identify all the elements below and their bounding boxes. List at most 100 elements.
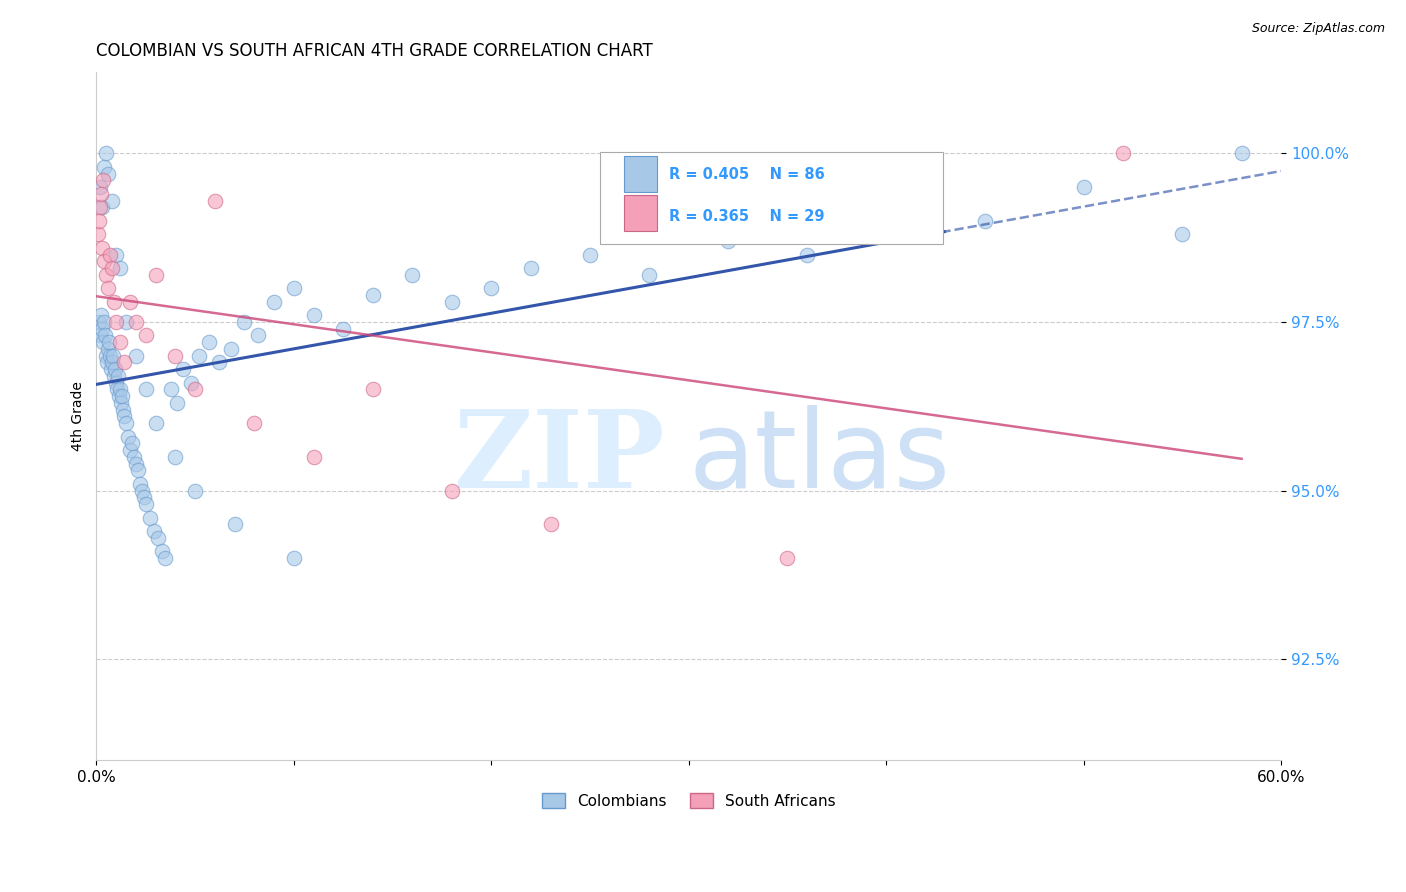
- Point: [125, 349, 148, 363]
- Point: [112, 409, 135, 424]
- Point: [440, 483, 463, 498]
- Point: [361, 288, 384, 302]
- Point: [184, 383, 207, 397]
- Point: [247, 328, 270, 343]
- Point: [89, 200, 111, 214]
- Text: atlas: atlas: [689, 405, 950, 511]
- Point: [579, 247, 602, 261]
- Point: [150, 544, 173, 558]
- Point: [96, 146, 118, 161]
- Point: [263, 294, 285, 309]
- Point: [103, 368, 125, 383]
- Point: [135, 497, 157, 511]
- Point: [180, 376, 202, 390]
- Point: [93, 254, 115, 268]
- Point: [93, 315, 115, 329]
- Point: [125, 315, 148, 329]
- Point: [440, 294, 463, 309]
- Point: [91, 241, 114, 255]
- Point: [108, 383, 131, 397]
- Point: [111, 389, 134, 403]
- Point: [243, 416, 266, 430]
- Point: [98, 247, 121, 261]
- Point: [166, 396, 188, 410]
- Point: [101, 194, 124, 208]
- Legend: Colombians, South Africans: Colombians, South Africans: [536, 787, 842, 814]
- Point: [125, 457, 148, 471]
- Point: [127, 463, 149, 477]
- Point: [208, 355, 231, 369]
- Point: [302, 450, 325, 464]
- Point: [138, 510, 160, 524]
- Point: [145, 268, 167, 282]
- Point: [796, 247, 818, 261]
- Point: [638, 268, 661, 282]
- Point: [93, 160, 115, 174]
- Point: [89, 180, 111, 194]
- Point: [91, 322, 114, 336]
- Point: [155, 551, 177, 566]
- Point: [519, 260, 541, 275]
- FancyBboxPatch shape: [624, 156, 657, 192]
- Point: [110, 396, 132, 410]
- Point: [108, 335, 131, 350]
- Point: [108, 260, 131, 275]
- Point: [118, 443, 141, 458]
- Point: [100, 362, 122, 376]
- Point: [131, 483, 153, 498]
- Point: [142, 524, 165, 538]
- Point: [165, 349, 187, 363]
- Point: [101, 260, 124, 275]
- Point: [98, 335, 121, 350]
- Point: [172, 362, 194, 376]
- Point: [135, 383, 157, 397]
- Point: [96, 355, 118, 369]
- Point: [974, 214, 997, 228]
- Point: [401, 268, 423, 282]
- Point: [115, 315, 138, 329]
- Point: [165, 450, 187, 464]
- Point: [1171, 227, 1194, 242]
- Point: [118, 294, 141, 309]
- Point: [204, 194, 226, 208]
- Point: [135, 328, 157, 343]
- Point: [1230, 146, 1253, 161]
- Point: [104, 362, 127, 376]
- FancyBboxPatch shape: [624, 195, 657, 231]
- Point: [96, 268, 118, 282]
- Point: [105, 315, 128, 329]
- Point: [479, 281, 502, 295]
- Point: [184, 483, 207, 498]
- Point: [91, 200, 114, 214]
- Point: [332, 322, 354, 336]
- Point: [94, 328, 117, 343]
- Point: [1112, 146, 1135, 161]
- Point: [160, 383, 183, 397]
- Point: [283, 551, 305, 566]
- Point: [108, 389, 131, 403]
- Point: [145, 416, 167, 430]
- Point: [97, 167, 120, 181]
- Point: [121, 436, 143, 450]
- Point: [875, 220, 897, 235]
- Point: [107, 368, 129, 383]
- Point: [219, 342, 242, 356]
- Point: [233, 315, 256, 329]
- Point: [146, 531, 169, 545]
- Point: [540, 517, 562, 532]
- Point: [97, 342, 120, 356]
- Point: [91, 173, 114, 187]
- Point: [98, 349, 121, 363]
- Text: R = 0.365    N = 29: R = 0.365 N = 29: [669, 209, 824, 224]
- FancyBboxPatch shape: [600, 152, 943, 244]
- Point: [111, 402, 134, 417]
- Point: [283, 281, 305, 295]
- Point: [128, 476, 150, 491]
- Point: [97, 281, 120, 295]
- Point: [115, 416, 138, 430]
- Point: [91, 335, 114, 350]
- Point: [101, 355, 124, 369]
- Y-axis label: 4th Grade: 4th Grade: [72, 382, 86, 451]
- Text: Source: ZipAtlas.com: Source: ZipAtlas.com: [1251, 22, 1385, 36]
- Text: R = 0.405    N = 86: R = 0.405 N = 86: [669, 167, 824, 182]
